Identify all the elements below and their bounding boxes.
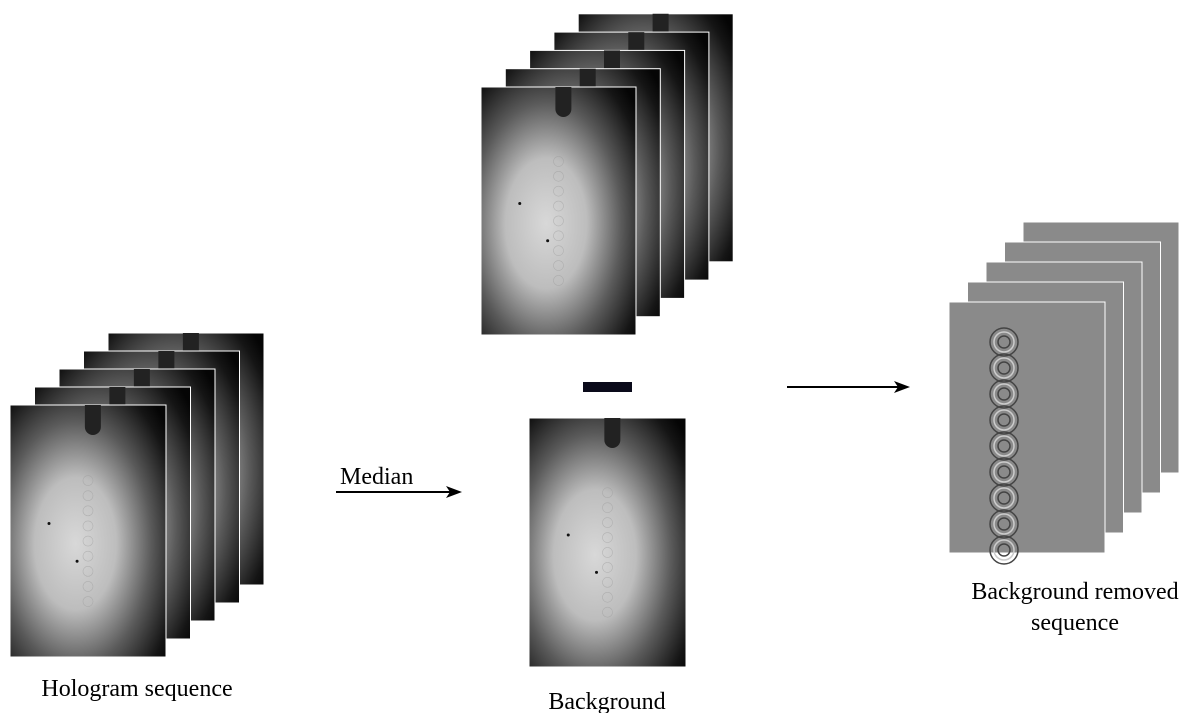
fringe: [602, 606, 613, 618]
hologram-label: Hologram sequence: [41, 676, 232, 702]
particle: [566, 533, 570, 537]
fringe: [602, 547, 613, 558]
particle: [546, 239, 550, 243]
removed-frame: [948, 301, 1106, 565]
fringe: [989, 353, 1019, 383]
fringe: [82, 490, 94, 502]
fringe: [553, 230, 564, 242]
removed-label: sequence: [1031, 610, 1119, 636]
fringe: [553, 215, 564, 227]
fringe: [989, 405, 1019, 435]
fringe: [997, 361, 1011, 375]
frame-image: [948, 301, 1106, 554]
frames: [9, 13, 1180, 668]
median-label: Median: [340, 464, 413, 490]
fringe: [82, 566, 94, 577]
fringe: [993, 357, 1015, 379]
fringe: [989, 327, 1019, 357]
fringe: [997, 543, 1011, 557]
fringe: [553, 260, 564, 271]
fringe: [602, 487, 613, 499]
fringe: [989, 379, 1019, 409]
fringe: [989, 535, 1019, 565]
fringe: [82, 520, 94, 532]
removed-label: Background removed: [971, 579, 1178, 605]
fringe: [989, 509, 1019, 539]
particle: [47, 521, 51, 525]
fringe: [602, 577, 613, 588]
fringe: [82, 550, 94, 562]
fringe: [997, 517, 1011, 531]
fringe: [82, 505, 94, 517]
fringe: [602, 562, 613, 573]
hologram-frame: [9, 404, 167, 658]
hologram-frame: [528, 417, 687, 668]
background-label: Background: [548, 689, 665, 713]
fringe: [602, 517, 613, 528]
frame-notch: [84, 405, 101, 435]
fringe: [82, 581, 94, 592]
fringe: [997, 491, 1011, 505]
fringe: [553, 275, 564, 286]
fringe: [993, 331, 1015, 353]
median-arrow: [336, 486, 462, 498]
fringe: [553, 170, 564, 182]
fringe: [997, 465, 1011, 479]
fringe: [993, 435, 1015, 457]
fringe: [993, 539, 1015, 561]
fringe: [997, 335, 1011, 349]
fringe: [82, 596, 94, 607]
frame-notch: [604, 418, 621, 448]
fringe: [993, 409, 1015, 431]
particle: [75, 559, 79, 563]
fringe: [553, 185, 564, 197]
particle: [518, 202, 522, 206]
result-arrow: [787, 381, 910, 393]
fringe: [82, 535, 94, 547]
fringe: [989, 431, 1019, 461]
fringe: [989, 483, 1019, 513]
fringe: [602, 591, 613, 603]
fringe: [553, 200, 564, 212]
fringe: [602, 532, 613, 543]
fringe: [989, 457, 1019, 487]
fringe: [993, 461, 1015, 483]
fringe: [993, 513, 1015, 535]
fringe: [553, 245, 564, 256]
hologram-frame: [480, 86, 637, 336]
fringe: [997, 387, 1011, 401]
fringe: [82, 475, 94, 486]
particle: [595, 570, 599, 574]
fringe: [553, 156, 564, 167]
frame-notch: [555, 87, 572, 117]
fringe: [997, 439, 1011, 453]
fringe: [997, 413, 1011, 427]
fringe: [602, 502, 613, 513]
minus-sign: [583, 382, 632, 392]
fringe: [993, 383, 1015, 405]
fringe: [993, 487, 1015, 509]
